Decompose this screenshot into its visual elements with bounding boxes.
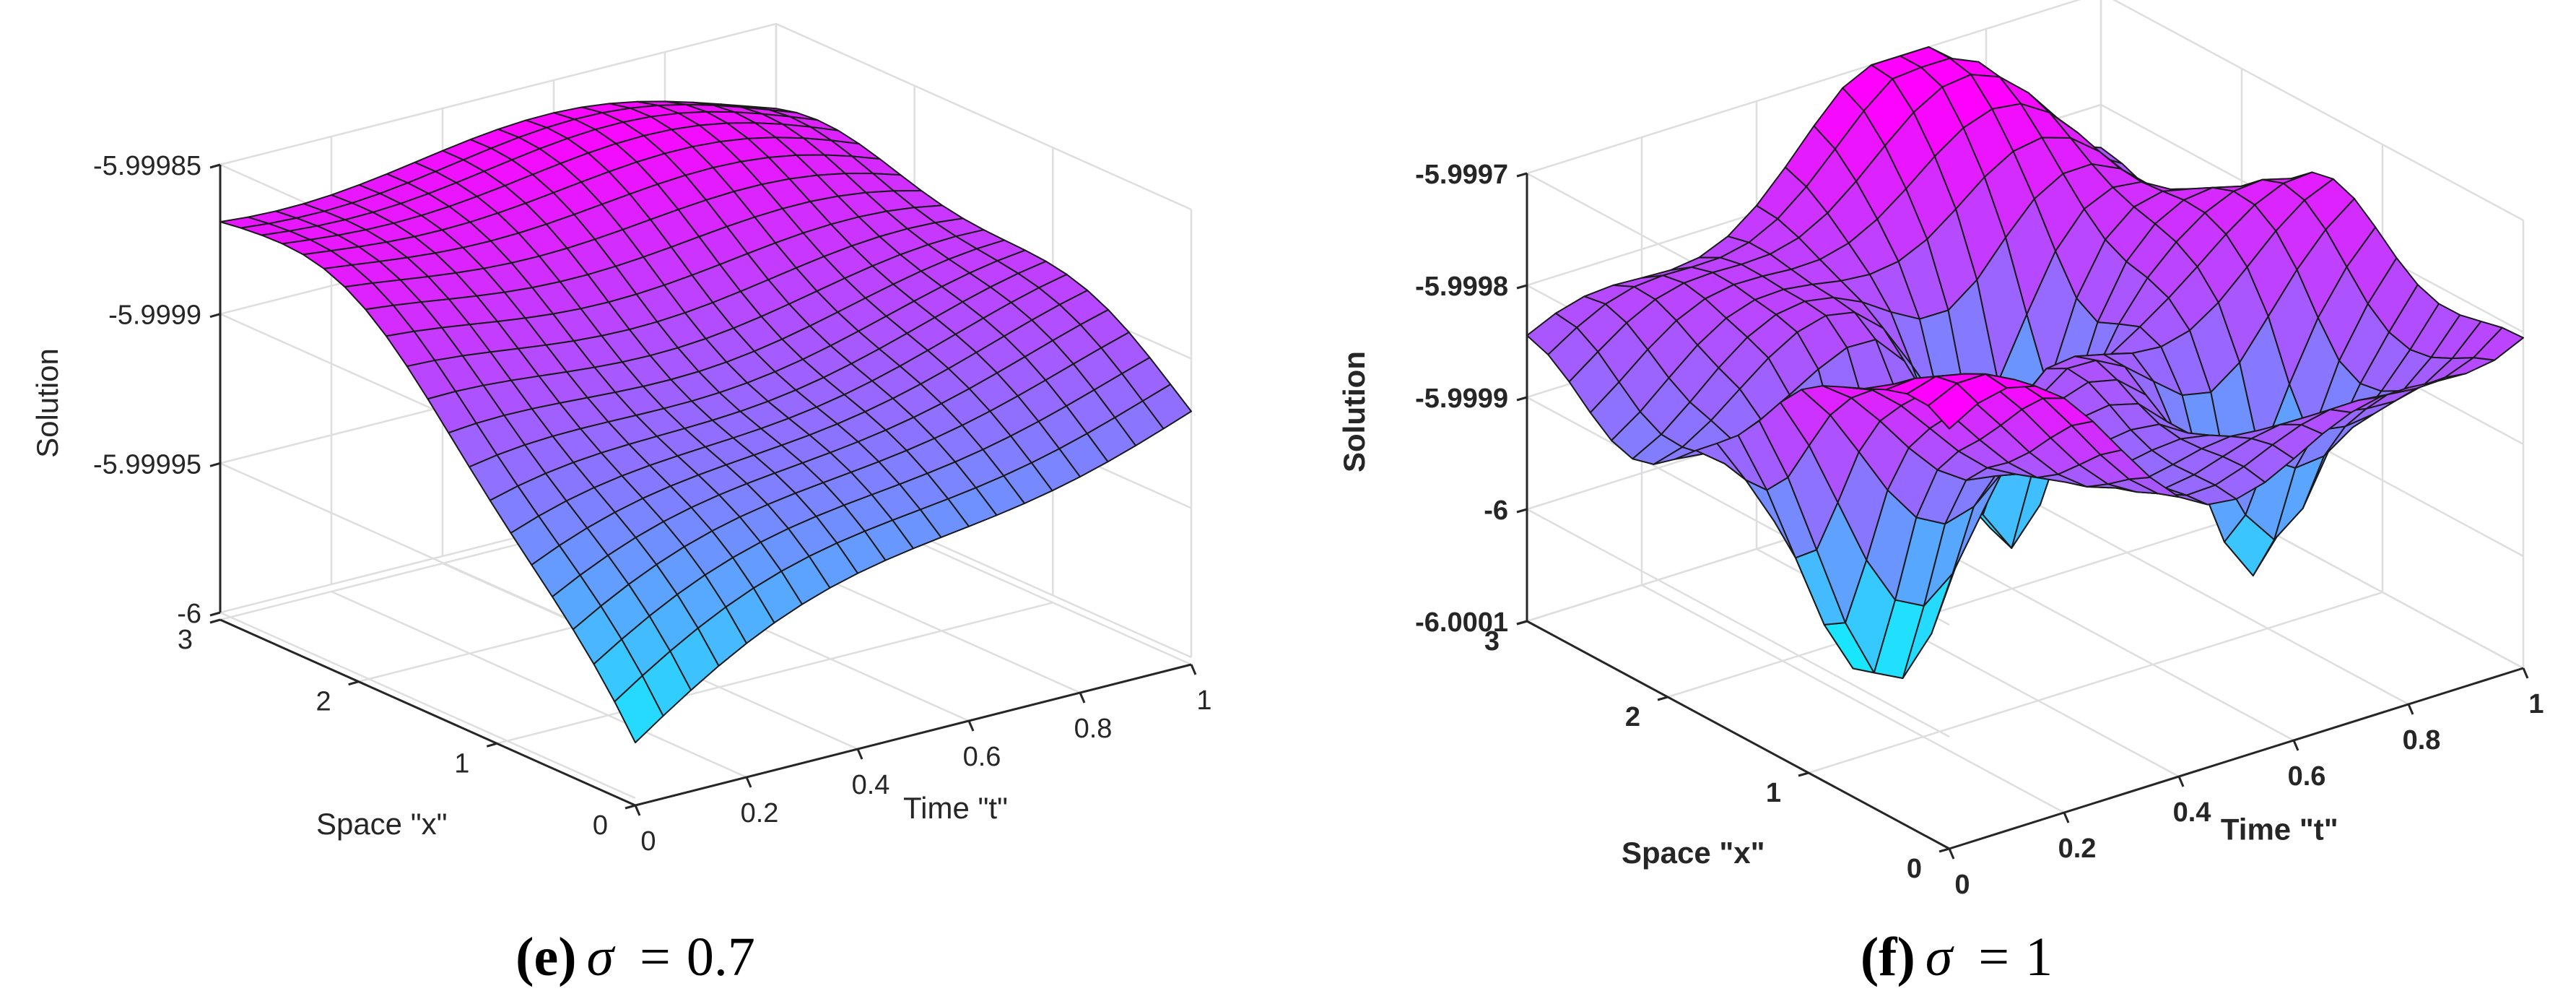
caption-f-equals: = (1978, 926, 2010, 987)
z-tick (1516, 396, 1528, 402)
caption-f-letter: f (1879, 926, 1897, 987)
t-tick (1079, 692, 1086, 704)
t-tick (856, 748, 863, 760)
t-tick (1190, 664, 1197, 675)
t-tick-label: 0 (1954, 870, 1970, 900)
surface-mesh (219, 100, 1192, 744)
s-tick-label: 3 (178, 625, 193, 655)
s-tick (1798, 771, 1809, 777)
surface-face (614, 675, 664, 744)
z-tick (209, 462, 221, 467)
z-tick (1516, 172, 1528, 178)
t-tick (2522, 667, 2529, 679)
z-tick-label: -5.99995 (93, 449, 201, 480)
z-axis-label: Solution (1337, 351, 1371, 472)
t-floor-grid (1985, 475, 2409, 706)
s-tick-label: 1 (1766, 778, 1781, 808)
caption-e-symbol: σ (586, 926, 614, 987)
surface-face (1927, 382, 1979, 430)
t-floor-grid (1641, 584, 2065, 814)
caption-f: (f) σ = 1 (1754, 914, 2159, 1000)
t-tick (1948, 848, 1955, 860)
caption-f-open: ( (1860, 926, 1879, 987)
s-axis-label: Space "x" (316, 807, 448, 841)
z-tick-label: -6 (177, 599, 201, 629)
z-tick (1516, 284, 1528, 290)
s-tick-label: 1 (454, 748, 469, 779)
t-tick-label: 0.4 (2173, 797, 2211, 828)
caption-e-value: 0.7 (686, 926, 755, 987)
z-tick-label: -5.9999 (108, 300, 201, 331)
t-tick (634, 805, 641, 816)
t-tick (2292, 740, 2299, 751)
s-tick (348, 680, 360, 686)
surface-plot-f: 0 0.2 0.4 0.6 0.8 1 0 1 2 3-6.0001 -6 -5.9999 -5.999… (1337, 0, 2544, 900)
z-axis-label: Solution (30, 348, 64, 458)
z-tick (209, 611, 221, 617)
t-tick (2177, 776, 2185, 787)
t-tick-label: 0 (640, 826, 656, 857)
t-tick (967, 720, 975, 732)
caption-e-letter: e (534, 926, 559, 987)
s-tick-label: 2 (316, 687, 331, 717)
z-tick-label: -5.9997 (1415, 160, 1508, 190)
z-tick-label: -5.9998 (1415, 272, 1508, 302)
s-floor-grid (497, 602, 1053, 745)
s-tick (1657, 696, 1668, 701)
s-tick-label: 0 (1907, 854, 1922, 884)
t-tick-label: 0.6 (963, 742, 1001, 772)
s-axis-line (1526, 620, 1950, 850)
caption-e-equals: = (639, 926, 671, 987)
t-tick (2407, 704, 2414, 715)
t-tick (2063, 812, 2070, 823)
s-tick (486, 742, 497, 748)
s-floor-grid (1667, 515, 2242, 698)
z-tick (209, 313, 221, 319)
t-tick-label: 1 (1196, 685, 1211, 716)
t-tick-label: 0.8 (2403, 725, 2441, 756)
caption-f-close: ) (1897, 926, 1915, 987)
z-tick-label: -6.0001 (1415, 607, 1508, 638)
t-tick-label: 0.2 (741, 798, 779, 828)
t-tick-label: 1 (2528, 689, 2544, 719)
s-tick (209, 618, 221, 624)
z-grid-line-left (1526, 508, 1950, 738)
t-tick-label: 0.8 (1074, 714, 1113, 744)
s-tick-label: 2 (1625, 702, 1640, 732)
axes: 0 0.2 0.4 0.6 0.8 1 0 1 2 3-6 -5.99995 -5.9999 -5.99… (30, 151, 1212, 857)
t-tick-label: 0.2 (2058, 834, 2097, 864)
s-tick-label: 3 (1484, 626, 1500, 657)
axes: 0 0.2 0.4 0.6 0.8 1 0 1 2 3-6.0001 -6 -5.9999 -5.999… (1337, 160, 2544, 900)
s-floor-grid (1808, 591, 2383, 774)
caption-e: (e) σ = 0.7 (433, 914, 837, 1000)
z-tick-label: -5.99985 (93, 151, 201, 181)
s-axis-line (219, 618, 636, 807)
s-tick (1938, 847, 1950, 853)
z-tick-label: -6 (1484, 495, 1508, 526)
s-tick-label: 0 (593, 810, 608, 841)
caption-e-open: ( (515, 926, 534, 987)
t-tick-label: 0.4 (852, 770, 890, 800)
z-tick (209, 163, 221, 169)
z-tick-label: -5.9999 (1415, 384, 1508, 414)
t-axis-line (635, 663, 1192, 807)
t-axis-label: Time "t" (903, 791, 1008, 825)
surface-plot-e: 0 0.2 0.4 0.6 0.8 1 0 1 2 3-6 -5.99995 -5.9999 -5.99… (30, 22, 1212, 857)
t-axis-label: Time "t" (2221, 813, 2338, 847)
s-tick (625, 804, 636, 810)
z-tick (1516, 620, 1528, 626)
t-floor-grid (331, 590, 747, 779)
t-tick (745, 776, 752, 788)
z-tick (1516, 508, 1528, 514)
t-axis-line (1949, 667, 2524, 850)
z-grid-line-left (219, 611, 636, 800)
caption-f-symbol: σ (1925, 926, 1953, 987)
caption-e-close: ) (558, 926, 577, 987)
s-axis-label: Space "x" (1622, 836, 1765, 870)
surface-mesh (1526, 46, 2524, 680)
caption-f-value: 1 (2025, 926, 2053, 987)
t-tick-label: 0.6 (2288, 761, 2326, 792)
